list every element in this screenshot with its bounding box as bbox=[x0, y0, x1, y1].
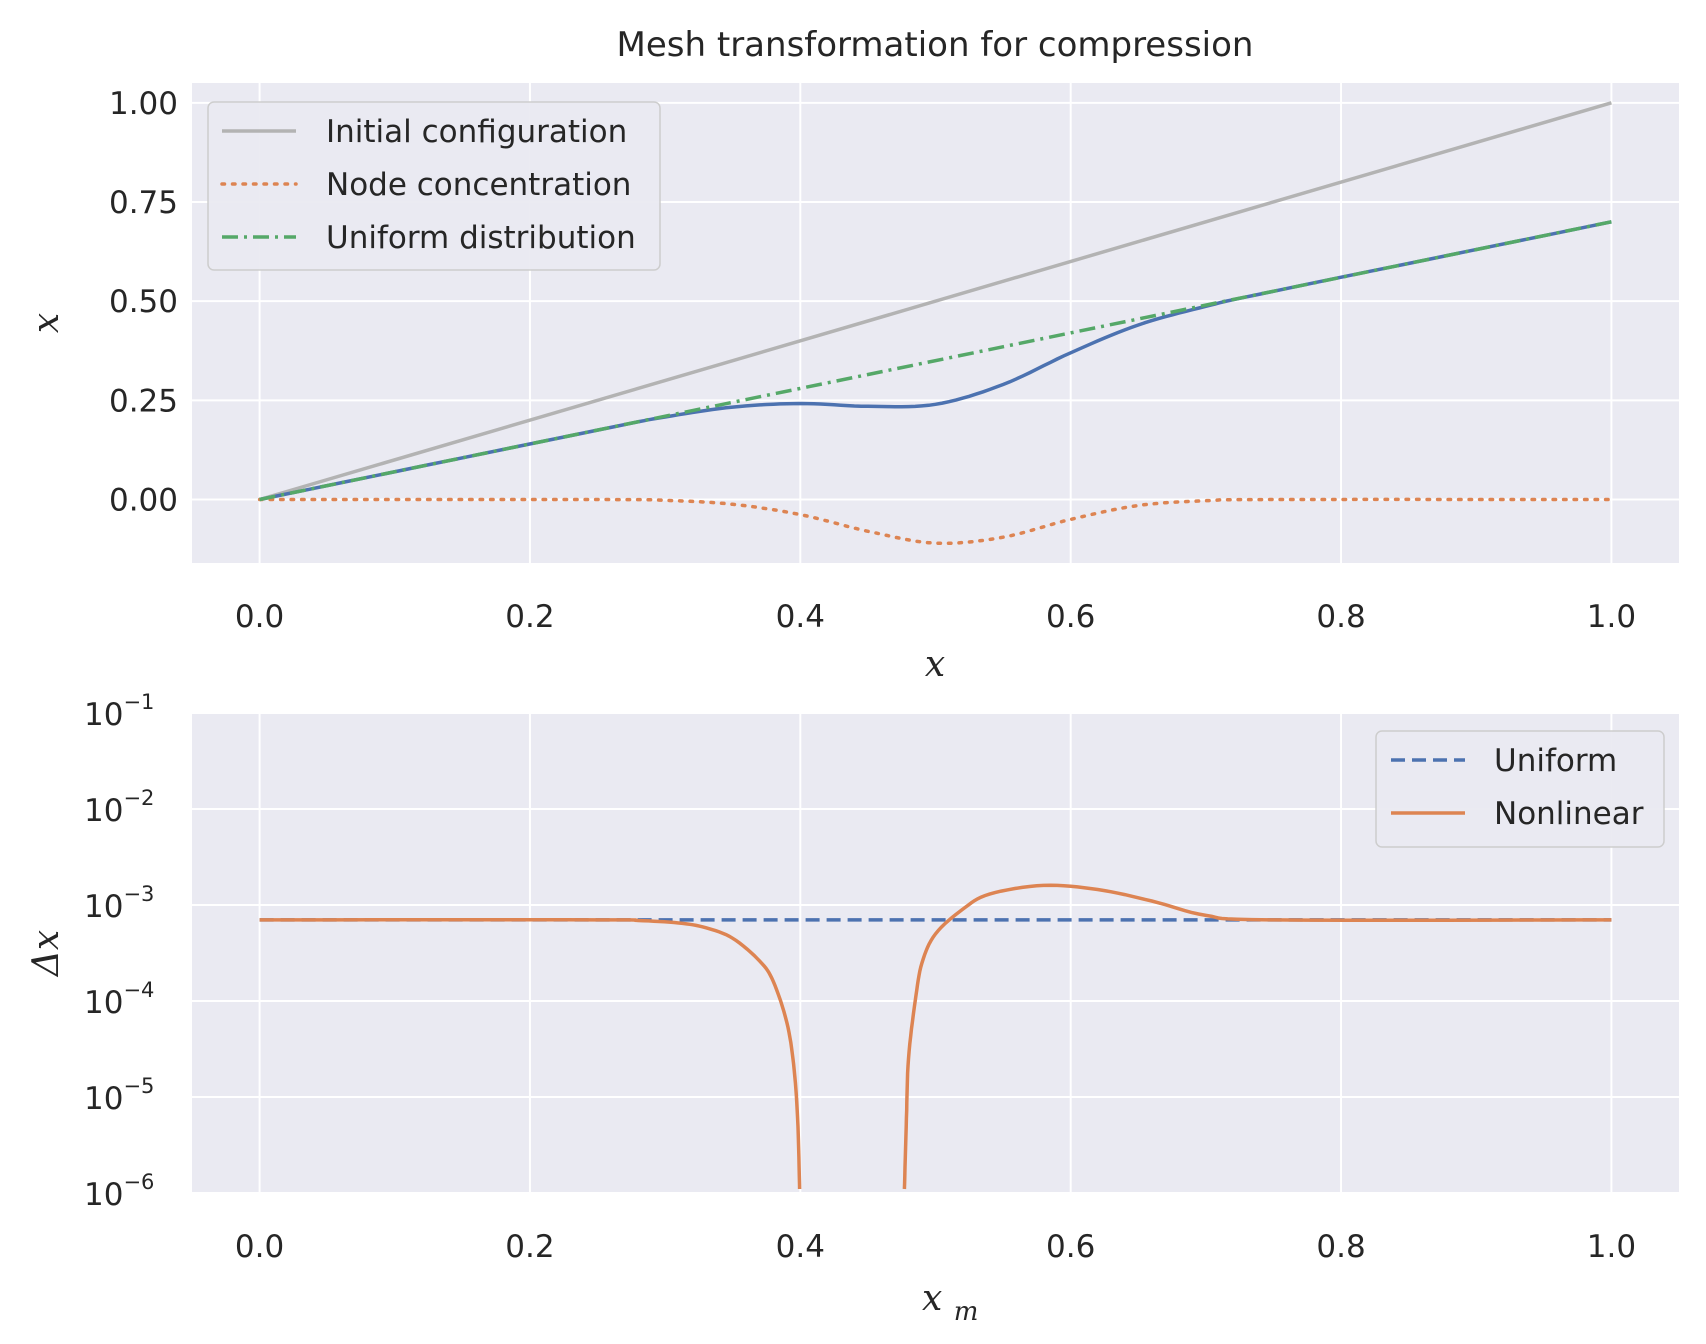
bottom-x-axis-label-subscript: m bbox=[954, 1297, 979, 1327]
bottom-y-tick-label: 10−1 bbox=[84, 690, 154, 733]
top-y-tick-label: 0.25 bbox=[109, 383, 178, 419]
top-x-tick-label: 0.0 bbox=[235, 599, 284, 635]
top-legend-label: Node concentration bbox=[326, 167, 631, 203]
bottom-y-tick-label: 10−4 bbox=[84, 978, 154, 1021]
bottom-y-tick-labels: 10−110−210−310−410−510−6 bbox=[84, 690, 154, 1213]
top-y-tick-label: 1.00 bbox=[109, 86, 178, 122]
bottom-x-tick-label: 0.0 bbox=[235, 1229, 284, 1265]
top-series-line-2 bbox=[259, 220, 1612, 502]
tick-exponent: −2 bbox=[123, 786, 154, 810]
tick-exponent: −1 bbox=[123, 690, 154, 714]
figure-title: Mesh transformation for compression bbox=[617, 25, 1254, 65]
top-x-tick-label: 0.2 bbox=[505, 599, 554, 635]
top-x-tick-label: 0.6 bbox=[1046, 599, 1095, 635]
bottom-legend-label: Nonlinear bbox=[1494, 796, 1644, 832]
bottom-legend-frame bbox=[1375, 730, 1665, 848]
top-x-tick-label: 0.8 bbox=[1316, 599, 1365, 635]
tick-base: 10 bbox=[84, 889, 123, 925]
top-legend-frame bbox=[207, 101, 661, 271]
bottom-axes: 0.0 0.2 0.4 0.6 0.8 1.0 10−110−210−310−410−51… bbox=[26, 690, 1679, 1327]
top-y-tick-labels: 0.00 0.25 0.50 0.75 1.00 bbox=[109, 86, 178, 519]
bottom-y-tick-label: 10−3 bbox=[84, 882, 154, 925]
tick-exponent: −6 bbox=[123, 1170, 154, 1194]
top-y-tick-label: 0.50 bbox=[109, 284, 178, 320]
top-series-line-1 bbox=[257, 497, 1614, 546]
top-y-axis-label: x bbox=[26, 313, 67, 333]
top-legend-label: Initial configuration bbox=[326, 114, 627, 150]
bottom-x-tick-label: 1.0 bbox=[1587, 1229, 1636, 1265]
bottom-legend-label: Uniform bbox=[1494, 743, 1617, 779]
top-y-tick-label: 0.00 bbox=[109, 483, 178, 519]
tick-exponent: −4 bbox=[123, 978, 154, 1002]
bottom-x-axis-label: 𝑥 m bbox=[922, 1278, 978, 1327]
bottom-series bbox=[259, 883, 1612, 1190]
bottom-x-tick-labels: 0.0 0.2 0.4 0.6 0.8 1.0 bbox=[235, 1229, 1636, 1265]
tick-base: 10 bbox=[84, 1177, 123, 1213]
top-x-axis-label: 𝑥 bbox=[925, 644, 945, 685]
bottom-legend: Uniform Nonlinear bbox=[1375, 730, 1665, 848]
top-series bbox=[257, 101, 1614, 546]
top-axes: 0.0 0.2 0.4 0.6 0.8 1.0 0.000.250.500.751.00 … bbox=[26, 83, 1679, 685]
bottom-x-tick-label: 0.2 bbox=[505, 1229, 554, 1265]
bottom-x-tick-label: 0.8 bbox=[1316, 1229, 1365, 1265]
top-x-tick-label: 0.4 bbox=[776, 599, 825, 635]
top-legend: Initial configuration Node concentration U… bbox=[207, 101, 661, 271]
bottom-x-axis-label-text: 𝑥 bbox=[922, 1278, 942, 1319]
bottom-y-tick-label: 10−5 bbox=[84, 1074, 154, 1117]
top-x-tick-labels: 0.0 0.2 0.4 0.6 0.8 1.0 bbox=[235, 599, 1636, 635]
tick-exponent: −5 bbox=[123, 1074, 154, 1098]
top-legend-label: Uniform distribution bbox=[326, 220, 636, 256]
bottom-y-axis-label: Δx bbox=[26, 930, 67, 978]
top-y-tick-label: 0.75 bbox=[109, 185, 178, 221]
bottom-x-tick-label: 0.4 bbox=[776, 1229, 825, 1265]
tick-base: 10 bbox=[84, 985, 123, 1021]
top-x-tick-label: 1.0 bbox=[1587, 599, 1636, 635]
bottom-y-tick-label: 10−2 bbox=[84, 786, 154, 829]
tick-base: 10 bbox=[84, 697, 123, 733]
bottom-x-tick-label: 0.6 bbox=[1046, 1229, 1095, 1265]
bottom-y-tick-label: 10−6 bbox=[84, 1170, 154, 1213]
tick-exponent: −3 bbox=[123, 882, 154, 906]
top-series-line-0 bbox=[259, 101, 1612, 502]
tick-base: 10 bbox=[84, 793, 123, 829]
bottom-series-line-1 bbox=[902, 883, 1612, 1190]
bottom-series-line-1 bbox=[259, 918, 802, 1190]
tick-base: 10 bbox=[84, 1081, 123, 1117]
